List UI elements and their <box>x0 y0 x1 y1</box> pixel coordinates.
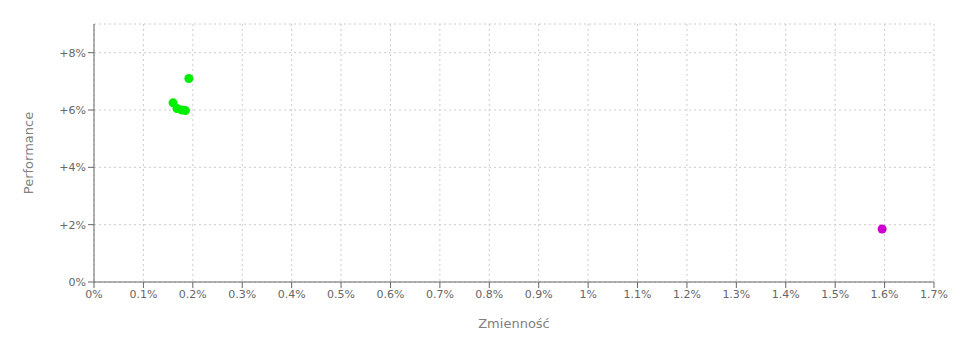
svg-text:+2%: +2% <box>59 219 86 232</box>
svg-text:0.1%: 0.1% <box>129 288 157 301</box>
svg-text:1.6%: 1.6% <box>871 288 899 301</box>
svg-text:0.7%: 0.7% <box>426 288 454 301</box>
svg-text:1.1%: 1.1% <box>624 288 652 301</box>
svg-text:0%: 0% <box>85 288 102 301</box>
svg-text:0.4%: 0.4% <box>278 288 306 301</box>
svg-text:0.9%: 0.9% <box>525 288 553 301</box>
svg-text:1.2%: 1.2% <box>673 288 701 301</box>
svg-text:1.5%: 1.5% <box>821 288 849 301</box>
svg-text:0.8%: 0.8% <box>475 288 503 301</box>
svg-text:Performance: Performance <box>21 112 36 194</box>
svg-text:1%: 1% <box>579 288 596 301</box>
svg-text:1.3%: 1.3% <box>722 288 750 301</box>
svg-text:0.3%: 0.3% <box>228 288 256 301</box>
svg-text:0.5%: 0.5% <box>327 288 355 301</box>
svg-text:0.2%: 0.2% <box>179 288 207 301</box>
svg-text:+4%: +4% <box>59 161 86 174</box>
svg-text:0%: 0% <box>69 276 86 289</box>
svg-text:+8%: +8% <box>59 47 86 60</box>
svg-text:1.7%: 1.7% <box>920 288 948 301</box>
svg-text:1.4%: 1.4% <box>772 288 800 301</box>
svg-text:Zmienność: Zmienność <box>478 316 550 331</box>
svg-text:0.6%: 0.6% <box>376 288 404 301</box>
svg-text:+6%: +6% <box>59 104 86 117</box>
